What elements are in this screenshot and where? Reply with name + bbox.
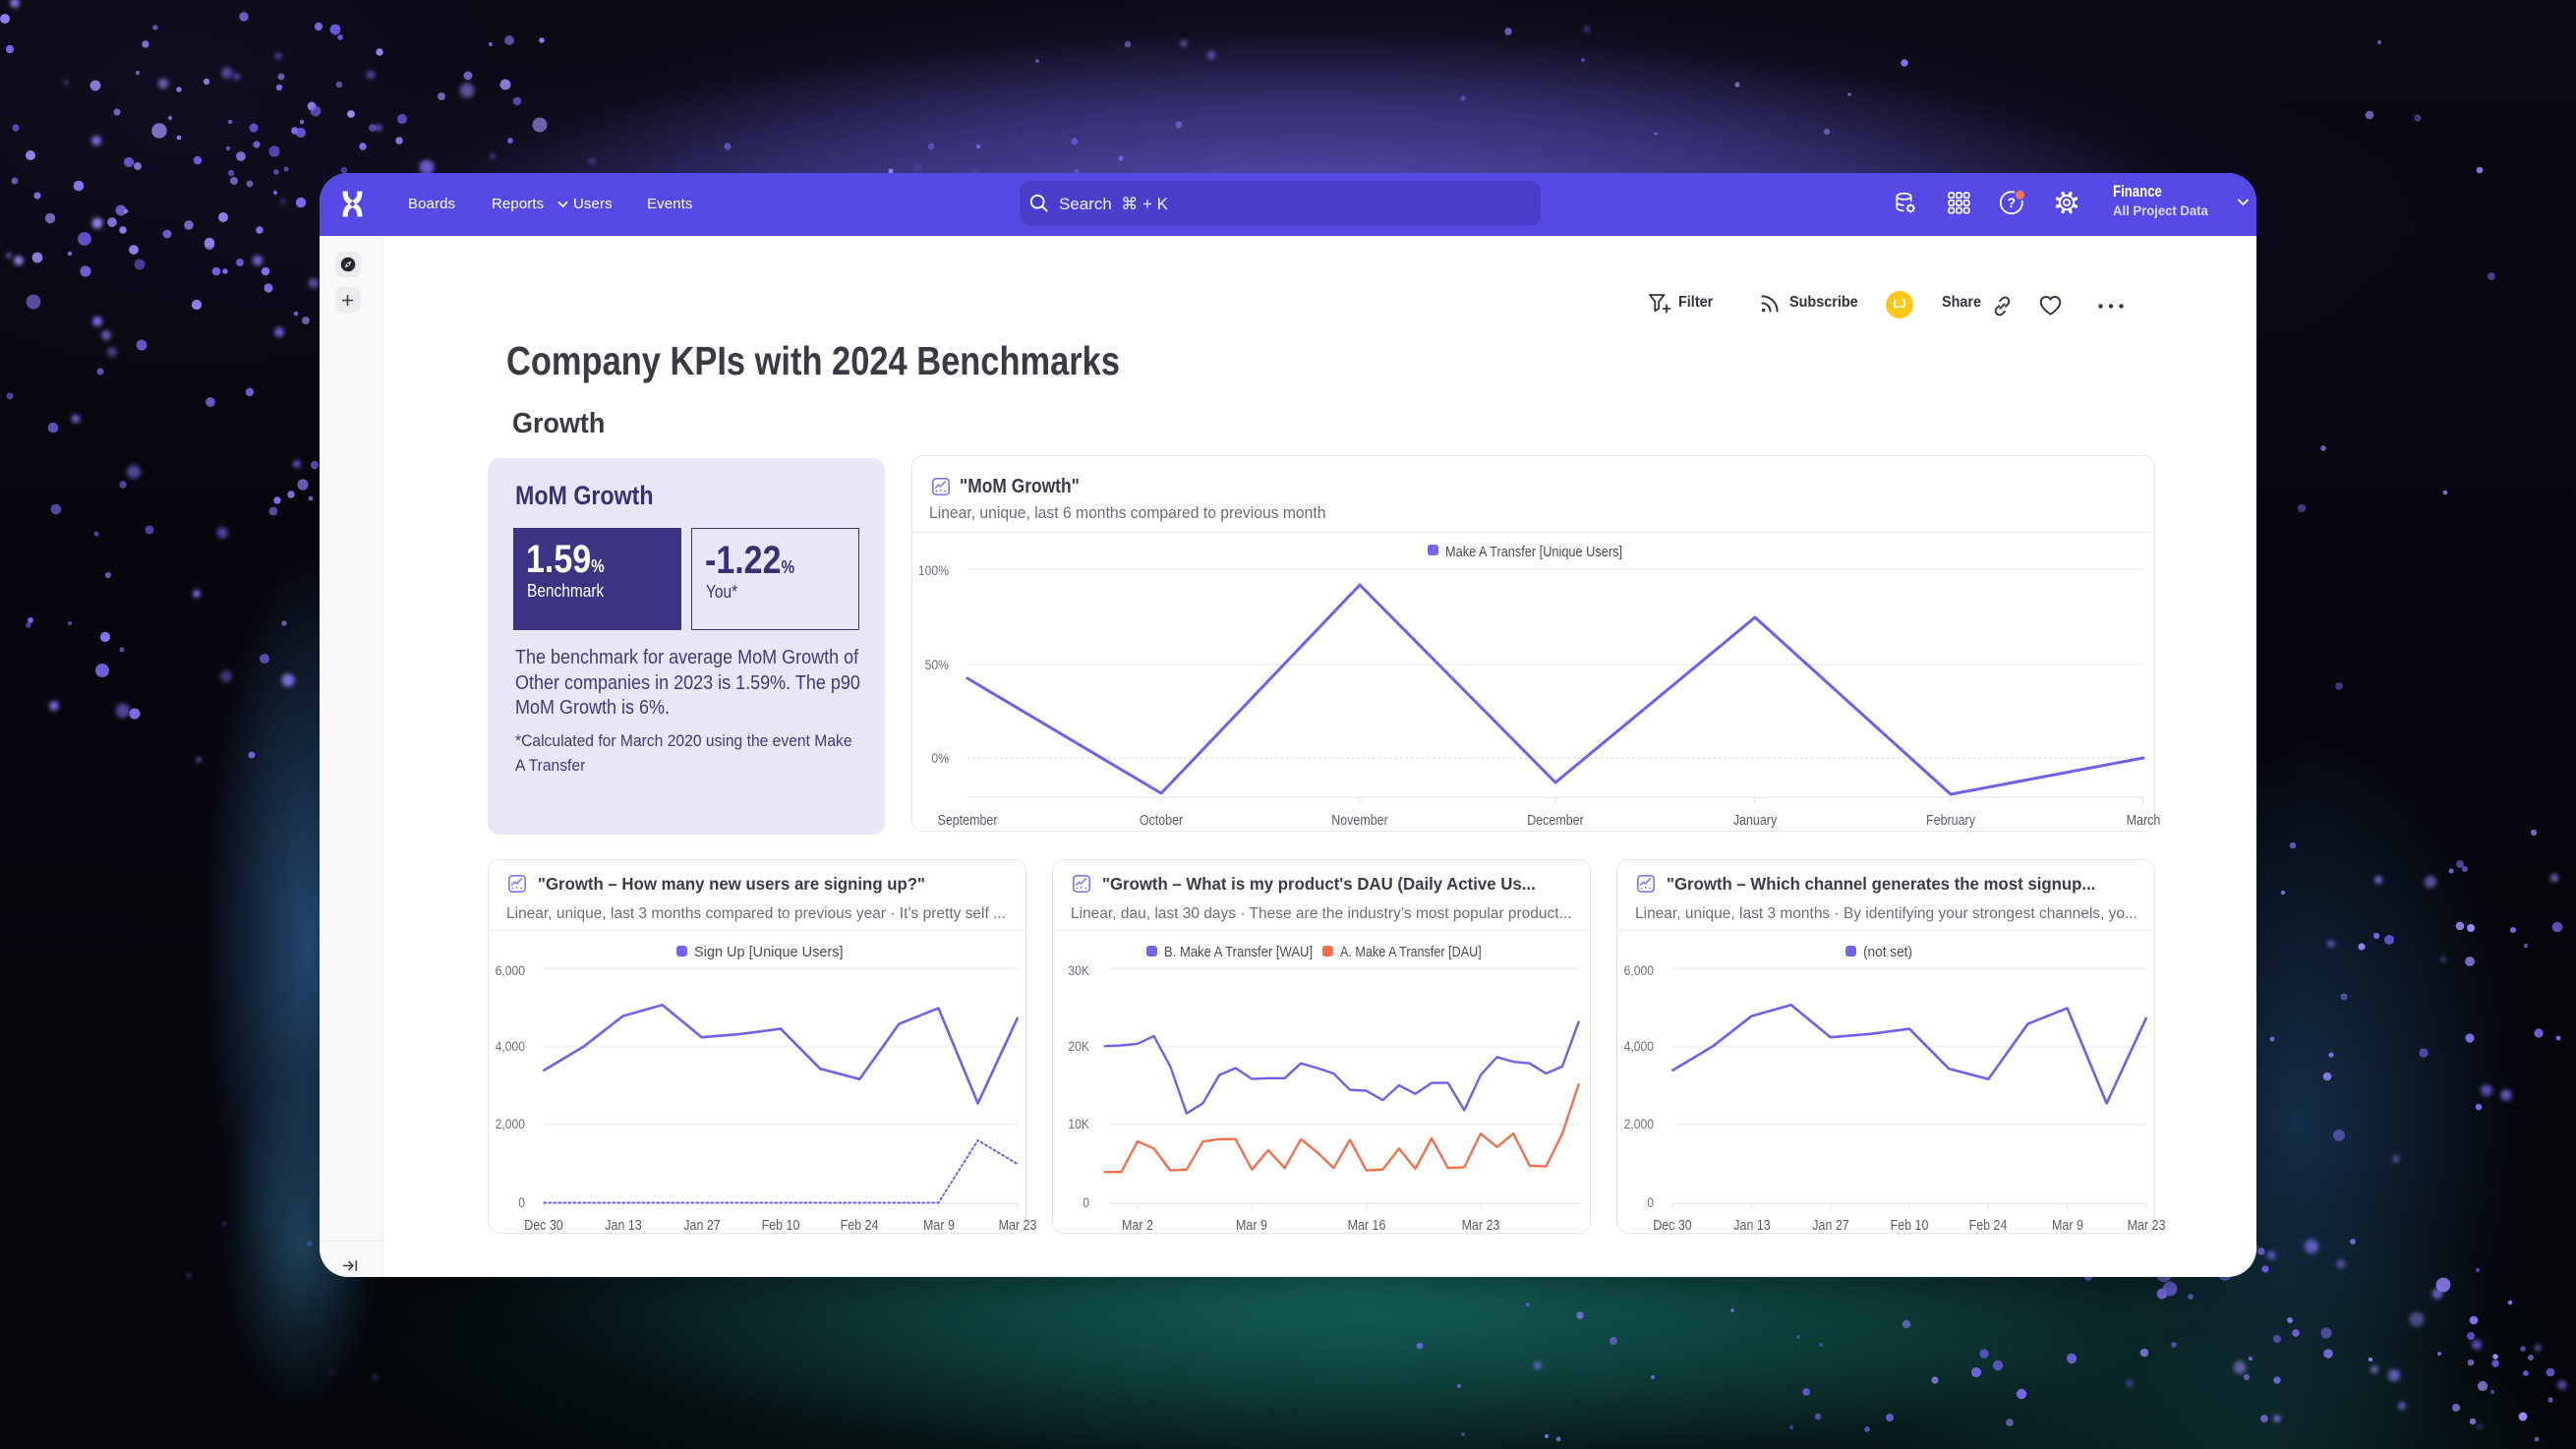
svg-text:?: ? (2008, 195, 2017, 210)
